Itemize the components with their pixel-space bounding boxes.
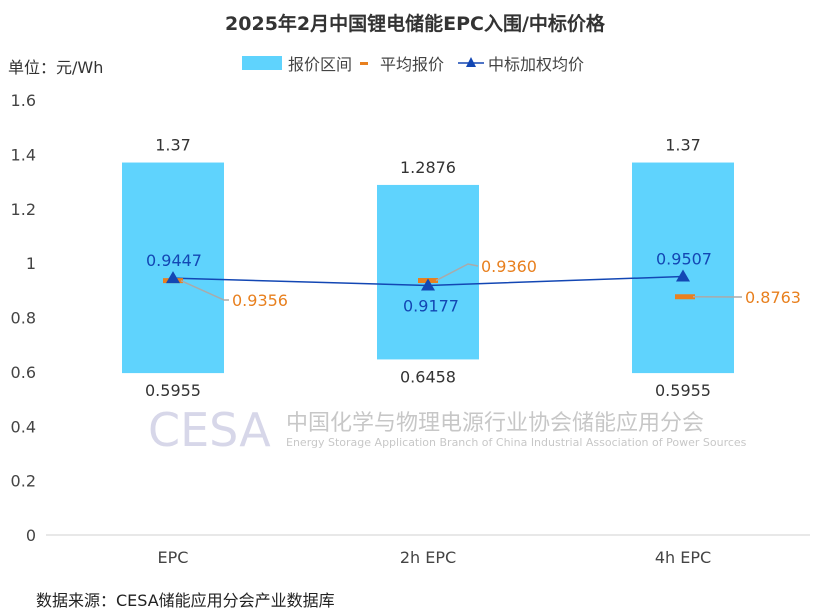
range-high-label: 1.2876 xyxy=(400,158,456,177)
range-bars: 1.37 0.5955 1.2876 0.6458 1.37 0.5955 xyxy=(122,136,734,400)
legend: 报价区间 平均报价 中标加权均价 xyxy=(242,55,584,74)
y-tick-label: 1 xyxy=(26,254,36,273)
legend-swatch-average xyxy=(360,62,368,65)
x-tick-label: EPC xyxy=(158,548,189,567)
markers: 0.9356 0.9447 0.9360 0.9177 0.8763 0.9507 xyxy=(146,250,801,316)
weighted-label: 0.9447 xyxy=(146,251,202,270)
range-high-label: 1.37 xyxy=(665,136,701,155)
watermark-logo: CESA xyxy=(148,403,271,457)
range-bar xyxy=(632,162,734,374)
y-axis: 0 0.2 0.4 0.6 0.8 1 1.2 1.4 1.6 xyxy=(11,91,36,545)
source-note: 数据来源：CESA储能应用分会产业数据库 xyxy=(36,591,335,610)
average-leader-line xyxy=(435,263,479,282)
weighted-label: 0.9177 xyxy=(403,297,459,316)
unit-label: 单位：元/Wh xyxy=(8,58,103,77)
y-tick-label: 1.6 xyxy=(11,91,36,110)
y-tick-label: 0.2 xyxy=(11,472,36,491)
x-axis: EPC 2h EPC 4h EPC xyxy=(158,548,712,567)
weighted-triangle-marker xyxy=(421,278,435,291)
weighted-triangle-marker xyxy=(166,271,180,284)
average-label: 0.9360 xyxy=(481,257,537,276)
range-high-label: 1.37 xyxy=(155,136,191,155)
average-label: 0.8763 xyxy=(745,288,801,307)
average-label: 0.9356 xyxy=(232,291,288,310)
chart-title: 2025年2月中国锂电储能EPC入围/中标价格 xyxy=(225,12,606,35)
watermark-name-en: Energy Storage Application Branch of Chi… xyxy=(286,436,747,449)
legend-label-range: 报价区间 xyxy=(288,55,352,74)
range-bar xyxy=(122,162,224,374)
watermark: CESA 中国化学与物理电源行业协会储能应用分会 Energy Storage … xyxy=(148,403,747,457)
range-low-label: 0.6458 xyxy=(400,367,456,386)
y-tick-label: 0.8 xyxy=(11,309,36,328)
legend-triangle-icon xyxy=(466,57,476,67)
y-tick-label: 1.2 xyxy=(11,200,36,219)
x-tick-label: 2h EPC xyxy=(400,548,456,567)
y-tick-label: 0 xyxy=(26,526,36,545)
weighted-triangle-marker xyxy=(676,269,690,282)
legend-label-average: 平均报价 xyxy=(380,55,444,74)
x-tick-label: 4h EPC xyxy=(655,548,711,567)
legend-swatch-range xyxy=(242,56,282,70)
range-bar xyxy=(377,184,479,360)
watermark-name-cn: 中国化学与物理电源行业协会储能应用分会 xyxy=(286,411,704,436)
average-leader-line xyxy=(180,279,229,301)
y-tick-label: 1.4 xyxy=(11,145,36,164)
legend-label-weighted: 中标加权均价 xyxy=(488,55,584,74)
range-low-label: 0.5955 xyxy=(145,381,201,400)
range-low-label: 0.5955 xyxy=(655,381,711,400)
weighted-label: 0.9507 xyxy=(656,250,712,269)
average-marker xyxy=(675,294,695,300)
y-tick-label: 0.6 xyxy=(11,363,36,382)
y-tick-label: 0.4 xyxy=(11,417,36,436)
